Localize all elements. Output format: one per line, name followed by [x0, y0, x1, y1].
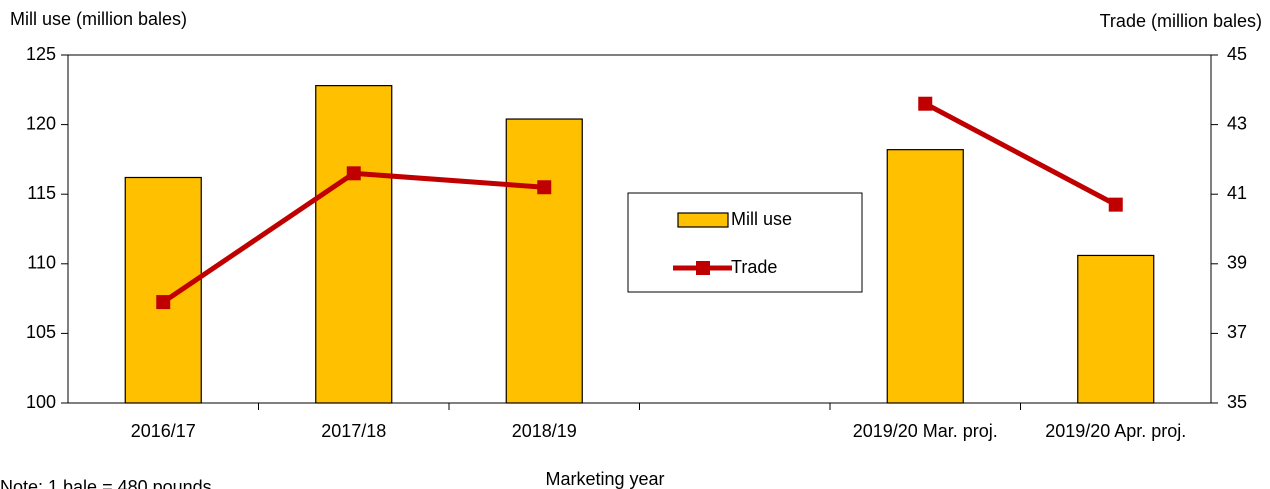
line-marker: [1108, 197, 1123, 212]
legend-label: Mill use: [731, 209, 792, 229]
legend-marker: [696, 261, 710, 275]
line-marker: [156, 295, 171, 310]
note: Note: 1 bale = 480 pounds: [0, 477, 212, 489]
y-tick-label: 100: [26, 392, 56, 412]
y-tick-label: 105: [26, 322, 56, 342]
y2-axis-label: Trade (million bales): [1100, 11, 1262, 31]
bar: [315, 85, 393, 404]
bar: [886, 149, 964, 404]
x-axis-label: Marketing year: [545, 469, 664, 489]
x-tick-label: 2019/20 Mar. proj.: [852, 421, 998, 441]
y-tick-label: 110: [27, 253, 56, 273]
y2-tick-label: 43: [1227, 113, 1247, 133]
y2-tick-label: 39: [1227, 253, 1247, 273]
x-tick-label: 2019/20 Apr. proj.: [1045, 421, 1187, 441]
y2-tick-label: 37: [1227, 322, 1247, 342]
x-tick-label: 2017/18: [321, 421, 387, 441]
y2-tick-label: 35: [1227, 392, 1247, 412]
y-axis-label: Mill use (million bales): [10, 9, 187, 29]
y2-tick-label: 45: [1227, 44, 1247, 64]
line-marker: [537, 180, 552, 195]
y-tick-label: 120: [26, 113, 56, 133]
x-tick-label: 2018/19: [511, 421, 577, 441]
y-tick-label: 125: [26, 44, 56, 64]
legend-label: Trade: [731, 257, 777, 277]
bar: [124, 176, 202, 404]
line-marker: [346, 166, 361, 181]
line-marker: [918, 96, 933, 111]
legend-box: [627, 192, 863, 293]
y-tick-label: 115: [27, 183, 56, 203]
x-tick-label: 2016/17: [130, 421, 196, 441]
bar: [505, 118, 583, 404]
y2-tick-label: 41: [1227, 183, 1247, 203]
bar: [1077, 254, 1155, 404]
legend-swatch: [677, 212, 729, 228]
